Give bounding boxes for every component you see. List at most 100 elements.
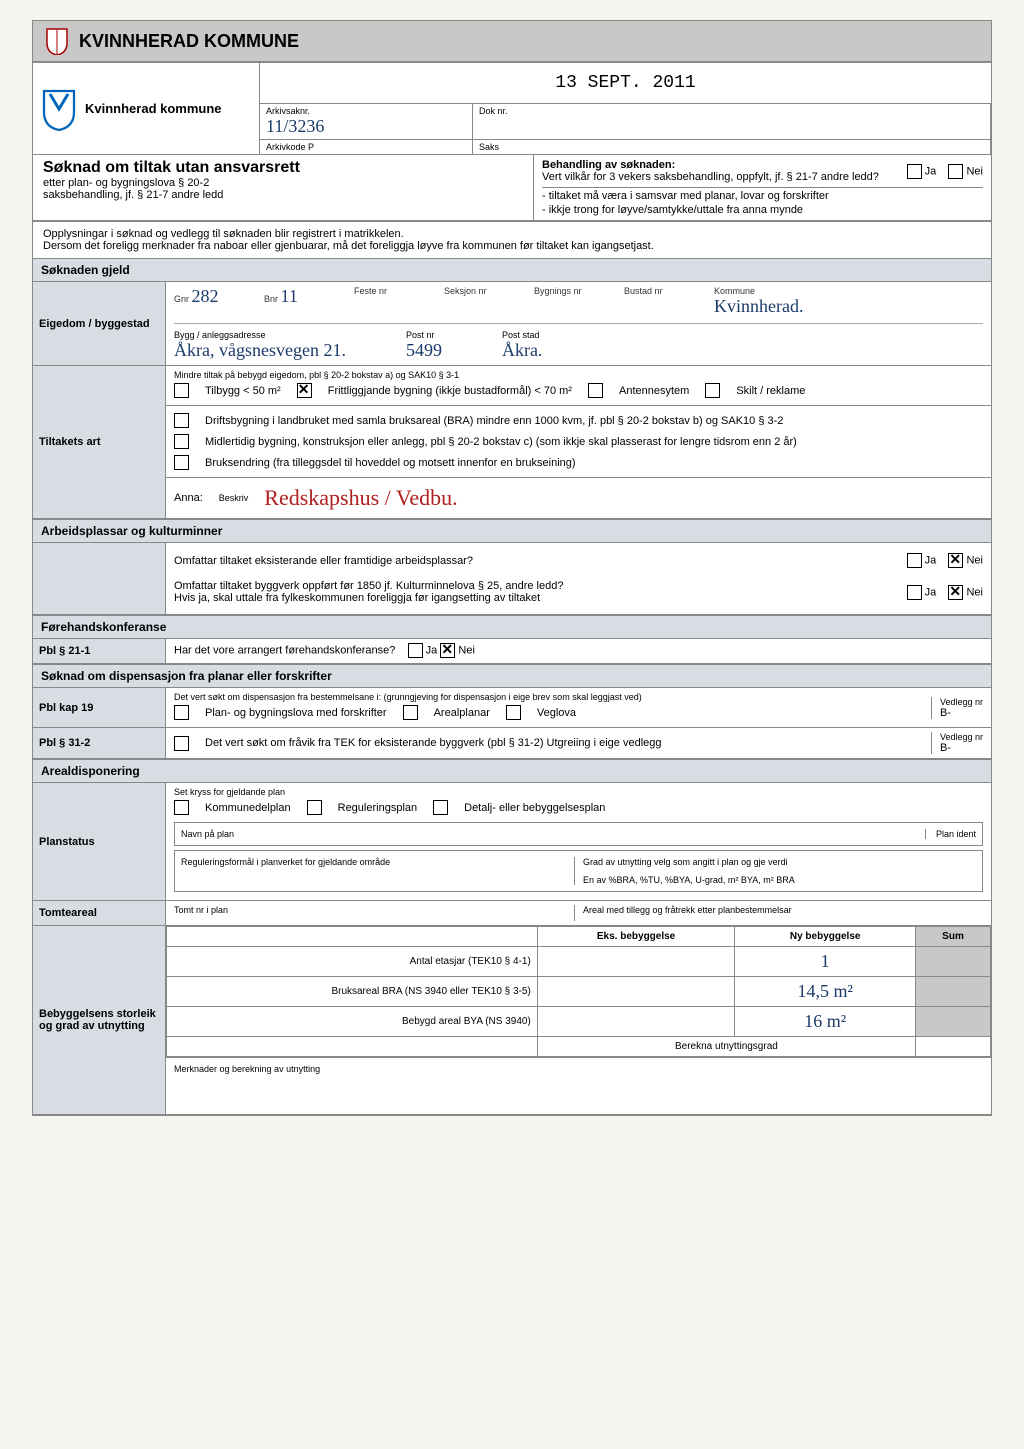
section-soknaden-gjeld: Søknaden gjeld [33, 258, 991, 282]
midlertidig-checkbox[interactable] [174, 434, 189, 449]
setkryss-label: Set kryss for gjeldande plan [174, 787, 983, 797]
nei-label: Nei [966, 586, 983, 598]
bnr-value: 11 [281, 286, 298, 306]
col-eks: Eks. bebyggelse [537, 927, 735, 947]
tiltakets-art-label: Tiltakets art [33, 366, 166, 518]
nei-label: Nei [966, 165, 983, 177]
tomteareal-label: Tomteareal [33, 901, 166, 925]
dok-label: Dok nr. [473, 104, 991, 139]
saks-label: Saks [473, 140, 991, 154]
grad-label: Grad av utnytting velg som angitt i plan… [583, 857, 976, 867]
beskriv-value: Redskapshus / Vedbu. [264, 485, 457, 511]
anna-label: Anna: [174, 492, 203, 504]
kommune-label: Kvinnherad kommune [85, 101, 222, 116]
val-etasjer-ny: 1 [821, 951, 830, 971]
vedlegg-label-2: Vedlegg nr [940, 732, 983, 742]
ja-label: Ja [925, 554, 937, 566]
col-sum: Sum [916, 927, 991, 947]
arbeid-q2b: Hvis ja, skal uttale fra fylkeskommunen … [174, 592, 540, 604]
planstatus-label: Planstatus [33, 783, 166, 900]
beskriv-label: Beskriv [219, 493, 249, 503]
arbeid-q1: Omfattar tiltaket eksisterande eller fra… [174, 555, 473, 567]
tilbygg-checkbox[interactable] [174, 383, 189, 398]
vedlegg-b: B- [940, 707, 983, 719]
form-title: Søknad om tiltak utan ansvarsrett [43, 159, 523, 177]
shield-icon [45, 27, 69, 55]
behandling-bullet-1: - tiltaket må væra i samsvar med planar,… [542, 190, 983, 202]
municipality-title: KVINNHERAD KOMMUNE [79, 31, 299, 52]
form-subtitle-2: saksbehandling, jf. § 21-7 andre ledd [43, 189, 523, 201]
section-arbeidsplassar: Arbeidsplassar og kulturminner [33, 519, 991, 543]
kommune-value: Kvinnherad. [714, 296, 803, 316]
arkivkode-label: Arkivkode P [260, 140, 473, 154]
arbeid-left [33, 543, 166, 614]
dispens-plan-checkbox[interactable] [174, 705, 189, 720]
eigedom-label: Eigedom / byggestad [33, 282, 166, 365]
stamp-area: Kvinnherad kommune 13 SEPT. 2011 Arkivsa… [33, 63, 991, 155]
dispens-r2-text: Det vert søkt om fråvik fra TEK for eksi… [205, 737, 662, 749]
arkivsaknr-label: Arkivsaknr. [266, 106, 466, 116]
vedlegg-label: Vedlegg nr [940, 697, 983, 707]
val-bra-ny: 14,5 m² [797, 981, 852, 1001]
planident-label: Plan ident [925, 829, 976, 839]
ja-label: Ja [925, 586, 937, 598]
dispens-veg-label: Veglova [537, 707, 576, 719]
seksjon-label: Seksjon nr [444, 286, 504, 317]
bebyggelse-table: Eks. bebyggelse Ny bebyggelse Sum Antal … [166, 926, 991, 1057]
merknader-label: Merknader og berekning av utnytting [166, 1057, 991, 1114]
skilt-label: Skilt / reklame [736, 385, 805, 397]
behandling-heading: Behandling av søknaden: [542, 159, 675, 171]
row-etasjer: Antal etasjar (TEK10 § 4-1) [167, 947, 538, 977]
dispens-tek-checkbox[interactable] [174, 736, 189, 751]
behandling-bullet-2: - ikkje trong for løyve/samtykke/uttale … [542, 204, 983, 216]
detaljplan-checkbox[interactable] [433, 800, 448, 815]
vedlegg-b-2: B- [940, 742, 983, 754]
bebyg-label: Bebyggelsens storleik og grad av utnytti… [33, 926, 166, 1114]
forehand-nei-checkbox[interactable] [440, 643, 455, 658]
tomt-text2: Areal med tillegg og fråtrekk etter plan… [574, 905, 983, 921]
tiltak-intro: Mindre tiltak på bebygd eigedom, pbl § 2… [174, 370, 983, 380]
drift-checkbox[interactable] [174, 413, 189, 428]
bustad-label: Bustad nr [624, 286, 684, 317]
forehand-ja-checkbox[interactable] [408, 643, 423, 658]
row-berekna: Berekna utnyttingsgrad [537, 1037, 915, 1057]
feste-label: Feste nr [354, 286, 414, 317]
antenne-checkbox[interactable] [588, 383, 603, 398]
tomt-text: Tomt nr i plan [174, 905, 574, 921]
poststad-value: Åkra. [502, 340, 542, 361]
poststad-label: Post stad [502, 330, 542, 340]
section-dispens: Søknad om dispensasjon fra planar eller … [33, 664, 991, 688]
behandling-ja-checkbox[interactable] [907, 164, 922, 179]
section-forehand: Førehandskonferanse [33, 615, 991, 639]
skilt-checkbox[interactable] [705, 383, 720, 398]
frittliggjande-checkbox[interactable] [297, 383, 312, 398]
forehand-row-label: Pbl § 21-1 [33, 639, 166, 663]
arbeid-q1-nei-checkbox[interactable] [948, 553, 963, 568]
grad-opts: En av %BRA, %TU, %BYA, U-grad, m² BYA, m… [583, 875, 976, 885]
bnr-label: Bnr [264, 294, 278, 304]
dispens-plan-label: Plan- og bygningslova med forskrifter [205, 707, 387, 719]
bygg-adresse-value: Åkra, vågsnesvegen 21. [174, 340, 346, 361]
dispens-veg-checkbox[interactable] [506, 705, 521, 720]
tilbygg-label: Tilbygg < 50 m² [205, 385, 281, 397]
nei-label: Nei [458, 644, 475, 656]
dispens-areal-checkbox[interactable] [403, 705, 418, 720]
kommunedelplan-checkbox[interactable] [174, 800, 189, 815]
arbeid-q2-ja-checkbox[interactable] [907, 585, 922, 600]
info-note: Opplysningar i søknad og vedlegg til søk… [33, 221, 991, 258]
col-ny: Ny bebyggelse [735, 927, 916, 947]
detaljplan-label: Detalj- eller bebyggelsesplan [464, 802, 605, 814]
shield-icon [41, 87, 77, 131]
form-title-block: Søknad om tiltak utan ansvarsrett etter … [33, 155, 533, 220]
bruksendring-checkbox[interactable] [174, 455, 189, 470]
bruksendring-label: Bruksendring (fra tilleggsdel til hovedd… [205, 457, 576, 469]
arbeid-q2-nei-checkbox[interactable] [948, 585, 963, 600]
behandling-nei-checkbox[interactable] [948, 164, 963, 179]
arbeid-q1-ja-checkbox[interactable] [907, 553, 922, 568]
reguleringsplan-label: Reguleringsplan [338, 802, 418, 814]
kommunedelplan-label: Kommunedelplan [205, 802, 291, 814]
reguleringsplan-checkbox[interactable] [307, 800, 322, 815]
bygnings-label: Bygnings nr [534, 286, 594, 317]
arbeid-q2a: Omfattar tiltaket byggverk oppført før 1… [174, 580, 563, 592]
row-bra: Bruksareal BRA (NS 3940 eller TEK10 § 3-… [167, 977, 538, 1007]
